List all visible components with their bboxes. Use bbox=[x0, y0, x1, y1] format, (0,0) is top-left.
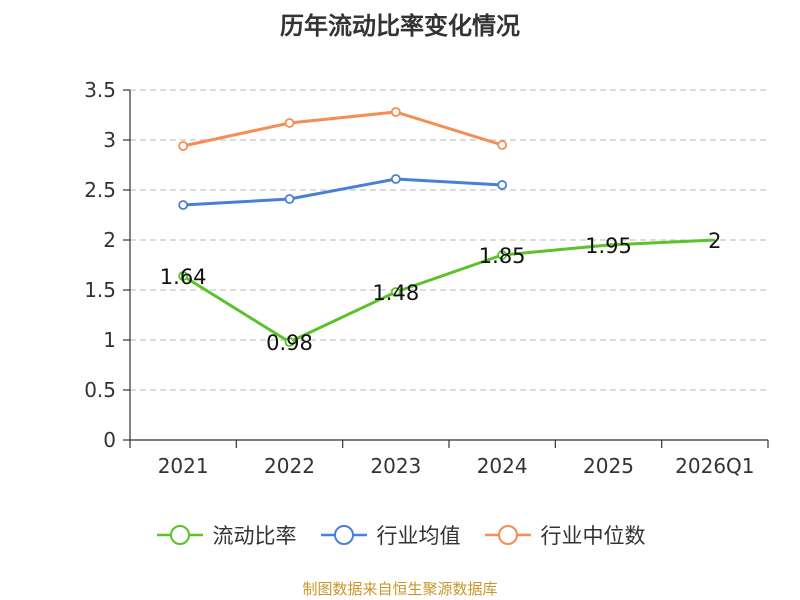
legend-swatch-current-ratio bbox=[156, 525, 203, 545]
point-1-2022 bbox=[284, 194, 295, 204]
series-line-0 bbox=[182, 238, 715, 344]
point-0-2024 bbox=[497, 250, 508, 260]
x-tick-label-2024: 2024 bbox=[477, 454, 528, 478]
data-label-2022: 0.98 bbox=[266, 331, 313, 355]
data-label-2024: 1.85 bbox=[479, 244, 526, 268]
y-tick-label-6: 3 bbox=[103, 128, 116, 152]
point-1-2021 bbox=[178, 200, 189, 210]
legend-label-current-ratio: 流动比率 bbox=[212, 524, 297, 548]
point-0-2021 bbox=[178, 271, 189, 281]
source-note: 制图数据来自恒生聚源数据库 bbox=[302, 580, 498, 598]
x-tick-label-2023: 2023 bbox=[370, 454, 421, 478]
chart-title: 历年流动比率变化情况 bbox=[280, 12, 520, 40]
legend-label-industry-mean: 行业均值 bbox=[376, 524, 461, 548]
point-2-2024 bbox=[497, 140, 508, 150]
legend-label-industry-median: 行业中位数 bbox=[540, 524, 646, 548]
point-2-2022 bbox=[284, 118, 295, 128]
y-tick-label-0: 0 bbox=[103, 428, 116, 452]
point-1-2024 bbox=[497, 180, 508, 190]
x-tick-label-2026Q1: 2026Q1 bbox=[675, 454, 754, 478]
data-label-2023: 1.48 bbox=[372, 281, 419, 305]
point-1-2023 bbox=[390, 174, 401, 184]
data-label-2021: 1.64 bbox=[160, 265, 207, 289]
y-tick-label-3: 1.5 bbox=[84, 278, 116, 302]
legend-marker bbox=[333, 525, 354, 545]
x-tick-label-2025: 2025 bbox=[583, 454, 634, 478]
x-tick-label-2021: 2021 bbox=[158, 454, 209, 478]
legend-item-industry-mean[interactable]: 行业均值 bbox=[319, 520, 461, 550]
legend-item-industry-median[interactable]: 行业中位数 bbox=[483, 520, 646, 550]
y-tick-label-7: 3.5 bbox=[84, 78, 116, 102]
legend-marker bbox=[169, 525, 190, 545]
point-2-2023 bbox=[390, 107, 401, 117]
legend-swatch-industry-mean bbox=[320, 525, 367, 545]
point-0-2022 bbox=[284, 337, 295, 347]
y-tick-label-5: 2.5 bbox=[84, 178, 116, 202]
y-tick-label-4: 2 bbox=[103, 228, 116, 252]
y-tick-label-2: 1 bbox=[103, 328, 116, 352]
point-2-2021 bbox=[178, 141, 189, 151]
legend: 流动比率 行业均值 行业中位数 bbox=[0, 520, 800, 550]
x-tick-label-2022: 2022 bbox=[264, 454, 315, 478]
legend-item-current-ratio[interactable]: 流动比率 bbox=[155, 520, 297, 550]
legend-marker bbox=[497, 525, 518, 545]
series-line-1 bbox=[183, 177, 503, 207]
data-label-2025: 1.95 bbox=[585, 234, 632, 258]
series-line-2 bbox=[182, 110, 503, 148]
legend-swatch-industry-median bbox=[484, 525, 531, 545]
data-label-2026Q1: 2 bbox=[708, 229, 721, 253]
point-0-2023 bbox=[390, 287, 401, 297]
y-tick-label-1: 0.5 bbox=[84, 378, 116, 402]
